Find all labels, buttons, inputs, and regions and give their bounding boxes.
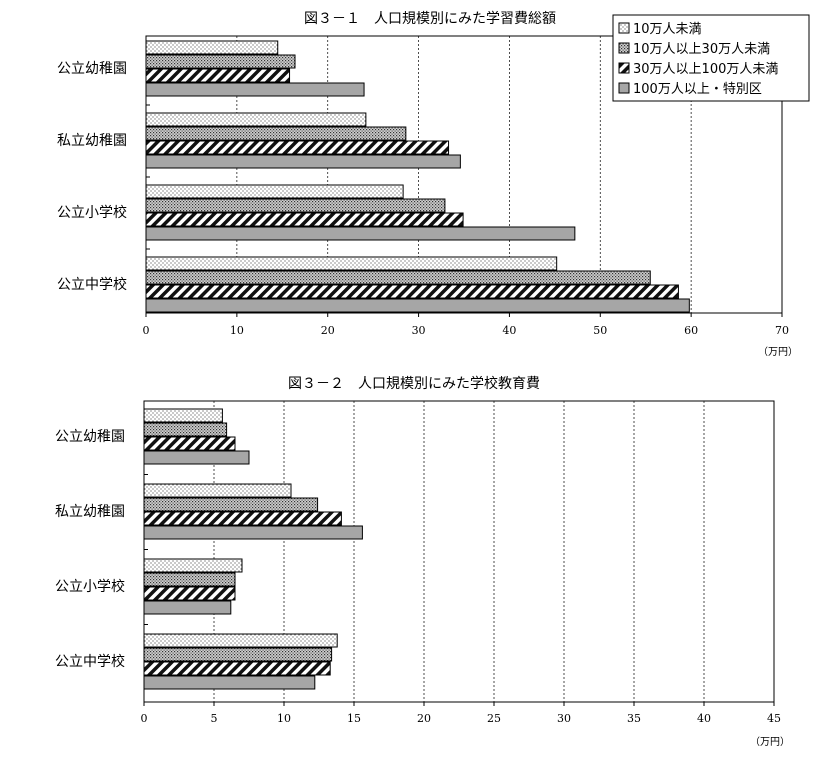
bar-4-3	[143, 661, 331, 676]
x-tick-label: 0	[143, 324, 150, 337]
bar-1-1	[143, 408, 223, 423]
bar-3-3	[143, 586, 236, 601]
legend-swatch	[618, 82, 630, 94]
legend-label: 100万人以上・特別区	[633, 82, 762, 97]
bar-3-3	[145, 212, 464, 227]
bar-2-3	[145, 140, 450, 155]
bar-2-1	[145, 112, 367, 127]
bar-4-2	[145, 270, 651, 285]
bar-2-1	[143, 483, 292, 498]
x-axis-unit: （万円）	[750, 736, 790, 748]
category-label: 公立幼稚園	[55, 429, 125, 445]
bar-1-3	[143, 436, 236, 451]
x-tick-label: 70	[775, 324, 789, 337]
x-tick-label: 10	[277, 712, 291, 725]
x-tick-label: 30	[412, 324, 426, 337]
x-tick-label: 45	[767, 712, 781, 725]
bar-4-3	[145, 284, 679, 299]
category-label: 公立幼稚園	[57, 61, 127, 77]
category-label: 公立小学校	[57, 204, 127, 221]
bar-1-1	[145, 40, 279, 55]
bar-1-3	[145, 68, 291, 83]
x-tick-label: 40	[697, 712, 711, 725]
x-tick-label: 0	[141, 712, 148, 725]
x-axis-unit: （万円）	[758, 346, 798, 358]
bar-4-4	[145, 298, 690, 313]
x-tick-label: 40	[502, 324, 516, 337]
x-tick-label: 20	[417, 712, 431, 725]
plot-frame	[143, 400, 775, 703]
x-tick-label: 25	[487, 712, 501, 725]
category-label: 公立小学校	[55, 578, 125, 595]
legend-box	[612, 14, 810, 102]
legend-label: 10万人未満	[633, 22, 702, 37]
x-tick-label: 30	[557, 712, 571, 725]
bar-1-4	[143, 450, 250, 465]
legend-swatch	[618, 62, 630, 74]
legend: 10万人未満 10万人以上30万人未満 30万人以上100万人未満 100万人以上・特…	[612, 14, 810, 102]
x-tick-label: 15	[347, 712, 361, 725]
x-tick-label: 35	[627, 712, 641, 725]
x-tick-label: 50	[593, 324, 607, 337]
bar-3-1	[145, 184, 404, 199]
x-tick-label: 60	[684, 324, 698, 337]
bar-4-2	[143, 647, 333, 662]
bar-3-4	[145, 226, 576, 241]
bar-3-1	[143, 558, 243, 573]
bar-3-4	[143, 600, 232, 615]
bar-4-4	[143, 675, 316, 690]
x-tick-label: 10	[230, 324, 244, 337]
bars-layer	[143, 40, 690, 690]
bar-4-1	[145, 256, 558, 271]
bar-2-4	[143, 525, 363, 540]
legend-swatch	[618, 42, 630, 54]
legend-label: 10万人以上30万人未満	[633, 42, 770, 57]
frame-layer	[143, 35, 783, 706]
bar-1-4	[145, 82, 365, 97]
bar-1-2	[145, 54, 296, 69]
category-label: 公立中学校	[55, 653, 125, 670]
bar-3-2	[143, 572, 236, 587]
x-tick-label: 20	[321, 324, 335, 337]
chart-title: 図３－２ 人口規模別にみた学校教育費	[288, 375, 540, 392]
bar-2-4	[145, 154, 461, 169]
bar-1-2	[143, 422, 228, 437]
chart-title: 図３－１ 人口規模別にみた学習費総額	[304, 11, 556, 27]
legend-label: 30万人以上100万人未満	[633, 62, 778, 77]
bar-2-2	[145, 126, 407, 141]
category-label: 私立幼稚園	[55, 504, 125, 520]
x-tick-label: 5	[211, 712, 218, 725]
category-label: 公立中学校	[57, 276, 127, 293]
bar-4-1	[143, 633, 338, 648]
bar-3-2	[145, 198, 446, 213]
bar-2-3	[143, 511, 342, 526]
category-label: 私立幼稚園	[57, 133, 127, 149]
legend-swatch	[618, 22, 630, 34]
bar-2-2	[143, 497, 319, 512]
plot-frame	[145, 35, 783, 314]
